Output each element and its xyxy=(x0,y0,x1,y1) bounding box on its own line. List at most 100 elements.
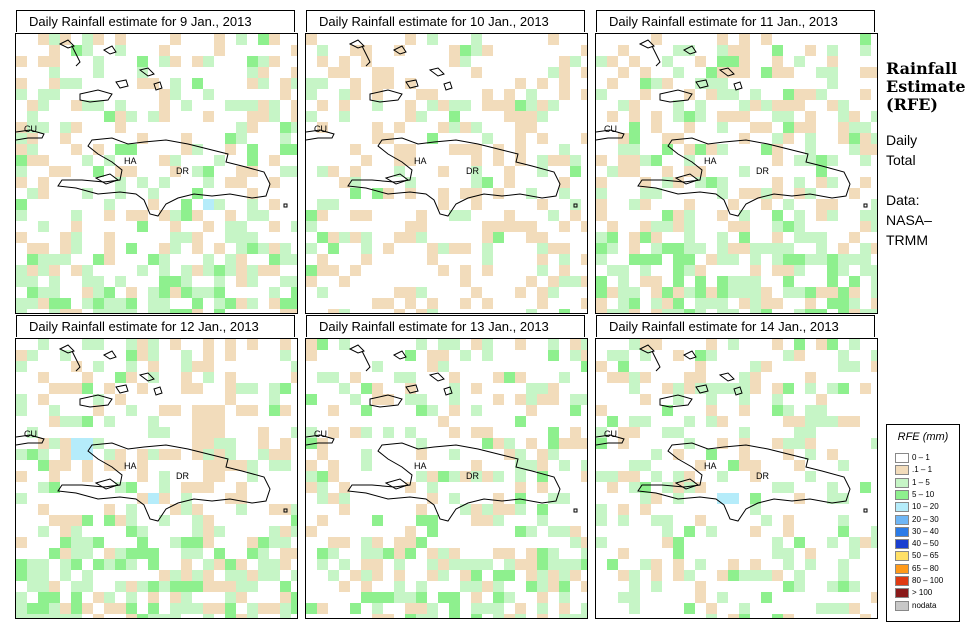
rainfall-cell xyxy=(60,460,71,471)
rainfall-cell xyxy=(607,111,618,122)
rainfall-cell xyxy=(537,504,548,515)
rainfall-cell xyxy=(159,493,170,504)
rainfall-cell xyxy=(783,581,794,592)
map-label-cuba: CU xyxy=(24,429,37,439)
rainfall-cell xyxy=(739,111,750,122)
coastline xyxy=(596,129,625,141)
rainfall-cell xyxy=(537,482,548,493)
rainfall-cell xyxy=(717,122,728,133)
rainfall-cell xyxy=(537,254,548,265)
rainfall-cell xyxy=(60,537,71,548)
rainfall-cell xyxy=(159,309,170,313)
coastline xyxy=(428,372,445,382)
coastline xyxy=(638,344,655,354)
rainfall-cell xyxy=(548,493,559,504)
rainfall-cell xyxy=(750,89,761,100)
rainfall-cell xyxy=(49,254,60,265)
rainfall-cell xyxy=(515,155,526,166)
rainfall-cell xyxy=(816,405,827,416)
rainfall-cell xyxy=(838,581,849,592)
rainfall-cell xyxy=(269,34,280,45)
rainfall-cell xyxy=(783,243,794,254)
rainfall-cell xyxy=(662,287,673,298)
rainfall-cell xyxy=(115,298,126,309)
rainfall-cell xyxy=(148,188,159,199)
rainfall-cell xyxy=(695,383,706,394)
rainfall-cell xyxy=(181,133,192,144)
rainfall-cell xyxy=(71,438,82,449)
rainfall-cell xyxy=(794,232,805,243)
rainfall-cell xyxy=(317,559,328,570)
rainfall-cell xyxy=(93,339,104,350)
rainfall-cell xyxy=(706,405,717,416)
rainfall-cell xyxy=(170,309,181,313)
rainfall-cell xyxy=(339,309,350,313)
rainfall-cell xyxy=(805,287,816,298)
rainfall-cell xyxy=(236,482,247,493)
rainfall-cell xyxy=(170,287,181,298)
rainfall-cell xyxy=(115,482,126,493)
rainfall-cell xyxy=(16,122,27,133)
rainfall-cell xyxy=(126,361,137,372)
rainfall-cell xyxy=(504,592,515,603)
rainfall-cell xyxy=(695,515,706,526)
rainfall-cell xyxy=(871,526,877,537)
rainfall-cell xyxy=(805,427,816,438)
rainfall-cell xyxy=(794,221,805,232)
rainfall-cell xyxy=(16,559,27,570)
rainfall-cell xyxy=(82,416,93,427)
rainfall-cell xyxy=(60,122,71,133)
rainfall-cell xyxy=(148,603,159,614)
rainfall-cell xyxy=(816,177,827,188)
rainfall-cell xyxy=(225,372,236,383)
rainfall-cell xyxy=(684,111,695,122)
rainfall-cell xyxy=(695,350,706,361)
rainfall-cell xyxy=(640,559,651,570)
rainfall-cell xyxy=(761,67,772,78)
rainfall-cell xyxy=(449,339,460,350)
coastline xyxy=(651,45,661,67)
rainfall-cell xyxy=(291,372,297,383)
rainfall-cell xyxy=(504,166,515,177)
rainfall-cell xyxy=(596,177,607,188)
rainfall-cell xyxy=(38,155,49,166)
rainfall-cell xyxy=(104,603,115,614)
coastline xyxy=(573,508,578,513)
rainfall-cell xyxy=(783,199,794,210)
rainfall-cell xyxy=(772,144,783,155)
rainfall-cell xyxy=(71,210,82,221)
rainfall-cell xyxy=(706,78,717,89)
rainfall-cell xyxy=(126,548,137,559)
rainfall-cell xyxy=(247,581,258,592)
rainfall-cell xyxy=(783,133,794,144)
rainfall-cell xyxy=(827,581,838,592)
rainfall-cell xyxy=(662,405,673,416)
rainfall-cell xyxy=(126,614,137,618)
rainfall-cell xyxy=(192,548,203,559)
rainfall-cell xyxy=(838,298,849,309)
rainfall-cell xyxy=(871,276,877,287)
rainfall-cell xyxy=(203,416,214,427)
rainfall-cell xyxy=(225,603,236,614)
rainfall-cell xyxy=(181,548,192,559)
rainfall-cell xyxy=(394,287,405,298)
rainfall-cell xyxy=(515,111,526,122)
rainfall-cell xyxy=(618,372,629,383)
rainfall-cell xyxy=(126,111,137,122)
rainfall-cell xyxy=(739,188,750,199)
rainfall-cell xyxy=(60,416,71,427)
rainfall-cell xyxy=(361,570,372,581)
rainfall-cell xyxy=(449,372,460,383)
rainfall-cell xyxy=(236,177,247,188)
rainfall-cell xyxy=(728,45,739,56)
rainfall-cell xyxy=(159,449,170,460)
rainfall-cell xyxy=(695,243,706,254)
rainfall-cell xyxy=(137,350,148,361)
rainfall-cell xyxy=(159,471,170,482)
rainfall-cell xyxy=(93,287,104,298)
legend-swatch xyxy=(895,539,909,550)
rainfall-cell xyxy=(328,493,339,504)
rainfall-cell xyxy=(750,188,761,199)
rainfall-cell xyxy=(684,199,695,210)
rainfall-cell xyxy=(471,287,482,298)
